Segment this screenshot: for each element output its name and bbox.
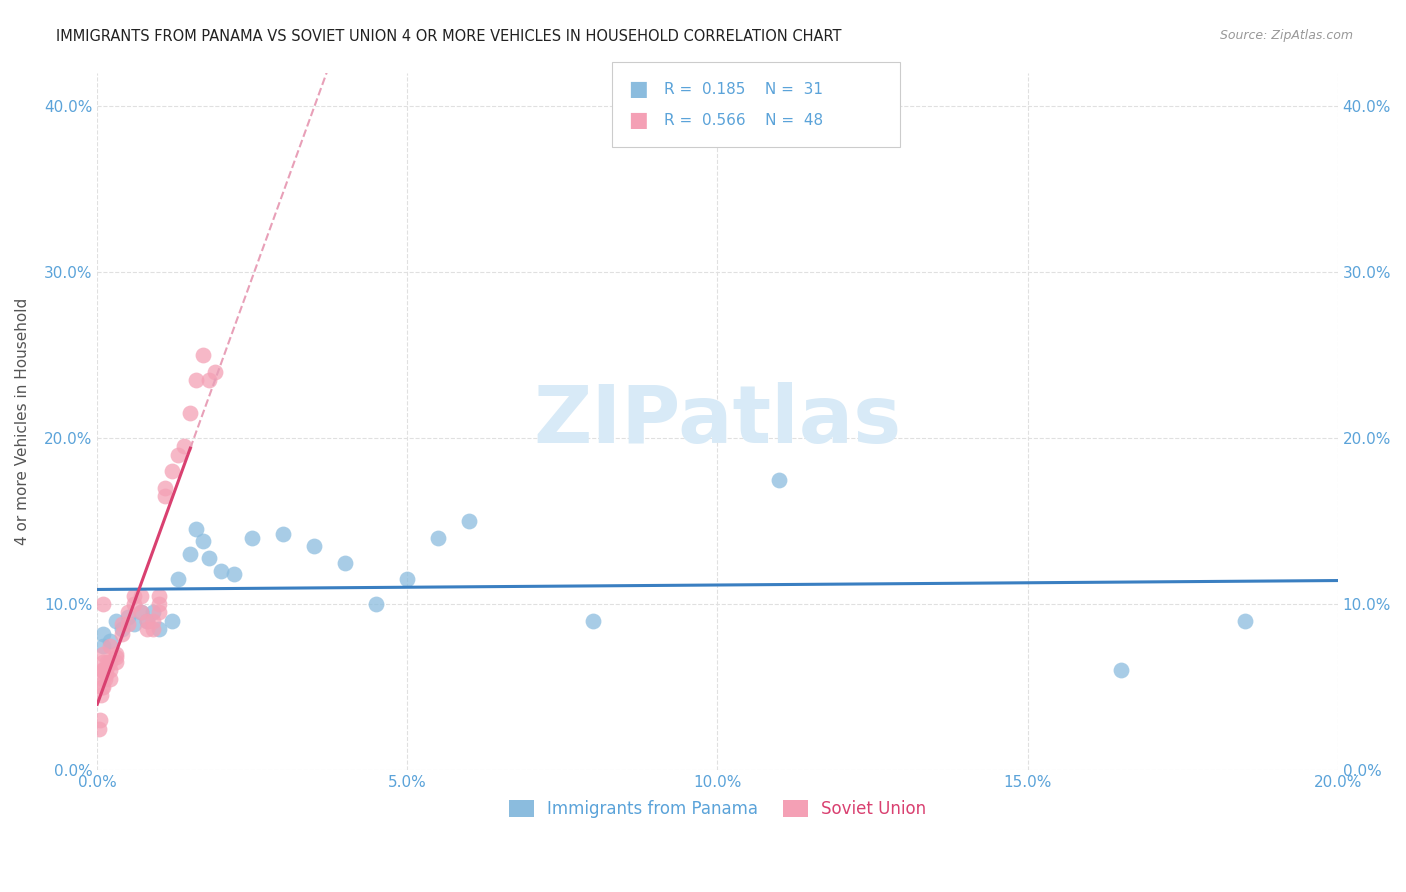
Point bbox=[179, 406, 201, 420]
Point bbox=[1233, 614, 1256, 628]
Point bbox=[148, 605, 170, 619]
Point bbox=[104, 647, 127, 661]
Point bbox=[91, 664, 114, 678]
Point bbox=[209, 564, 232, 578]
Text: Source: ZipAtlas.com: Source: ZipAtlas.com bbox=[1219, 29, 1353, 42]
Point bbox=[90, 689, 112, 703]
Point bbox=[93, 597, 115, 611]
Point bbox=[186, 373, 208, 387]
Point bbox=[222, 567, 245, 582]
Point bbox=[124, 589, 146, 603]
Point bbox=[94, 666, 117, 681]
Point bbox=[167, 572, 190, 586]
Text: ZIPatlas: ZIPatlas bbox=[533, 383, 901, 460]
Point bbox=[1109, 664, 1132, 678]
Point bbox=[129, 605, 152, 619]
Point bbox=[98, 672, 121, 686]
Point bbox=[148, 597, 170, 611]
Point bbox=[129, 605, 152, 619]
Point bbox=[198, 550, 221, 565]
Point bbox=[179, 547, 201, 561]
Point bbox=[96, 660, 118, 674]
Y-axis label: 4 or more Vehicles in Household: 4 or more Vehicles in Household bbox=[15, 298, 30, 545]
Point bbox=[94, 672, 117, 686]
Point bbox=[93, 664, 115, 678]
Legend: Immigrants from Panama, Soviet Union: Immigrants from Panama, Soviet Union bbox=[502, 793, 934, 824]
Point bbox=[142, 614, 165, 628]
Point bbox=[98, 639, 121, 653]
Point bbox=[173, 439, 195, 453]
Point bbox=[135, 614, 157, 628]
Point bbox=[142, 622, 165, 636]
Point bbox=[117, 610, 139, 624]
Point bbox=[240, 531, 263, 545]
Point bbox=[104, 650, 127, 665]
Point bbox=[142, 605, 165, 619]
Point bbox=[104, 655, 127, 669]
Point bbox=[96, 655, 118, 669]
Point bbox=[768, 473, 790, 487]
Point bbox=[396, 572, 419, 586]
Point bbox=[111, 617, 134, 632]
Point bbox=[155, 489, 177, 503]
Point bbox=[167, 448, 190, 462]
Point bbox=[191, 348, 214, 362]
Point bbox=[117, 605, 139, 619]
Point bbox=[198, 373, 221, 387]
Point bbox=[93, 647, 115, 661]
Point bbox=[98, 633, 121, 648]
Point bbox=[93, 655, 115, 669]
Point bbox=[87, 722, 110, 736]
Point bbox=[93, 627, 115, 641]
Point bbox=[117, 617, 139, 632]
Text: IMMIGRANTS FROM PANAMA VS SOVIET UNION 4 OR MORE VEHICLES IN HOUSEHOLD CORRELATI: IMMIGRANTS FROM PANAMA VS SOVIET UNION 4… bbox=[56, 29, 842, 44]
Point bbox=[124, 617, 146, 632]
Point bbox=[427, 531, 450, 545]
Text: ■: ■ bbox=[628, 79, 648, 99]
Point bbox=[204, 365, 226, 379]
Point bbox=[191, 533, 214, 548]
Point bbox=[98, 655, 121, 669]
Point bbox=[104, 614, 127, 628]
Point bbox=[160, 614, 183, 628]
Point bbox=[90, 680, 112, 694]
Point bbox=[93, 680, 115, 694]
Text: R =  0.566    N =  48: R = 0.566 N = 48 bbox=[664, 113, 823, 128]
Point bbox=[124, 597, 146, 611]
Text: ■: ■ bbox=[628, 111, 648, 130]
Point bbox=[98, 664, 121, 678]
Point bbox=[366, 597, 388, 611]
Point bbox=[148, 589, 170, 603]
Point bbox=[160, 464, 183, 478]
Point bbox=[304, 539, 326, 553]
Point bbox=[91, 664, 114, 678]
Point bbox=[111, 627, 134, 641]
Point bbox=[148, 622, 170, 636]
Point bbox=[271, 527, 294, 541]
Point bbox=[135, 622, 157, 636]
Point bbox=[89, 713, 111, 727]
Point bbox=[582, 614, 605, 628]
Point bbox=[155, 481, 177, 495]
Point bbox=[186, 522, 208, 536]
Point bbox=[458, 514, 481, 528]
Text: R =  0.185    N =  31: R = 0.185 N = 31 bbox=[664, 82, 823, 96]
Point bbox=[111, 622, 134, 636]
Point bbox=[93, 639, 115, 653]
Point bbox=[135, 614, 157, 628]
Point bbox=[93, 672, 115, 686]
Point bbox=[129, 589, 152, 603]
Point bbox=[335, 556, 357, 570]
